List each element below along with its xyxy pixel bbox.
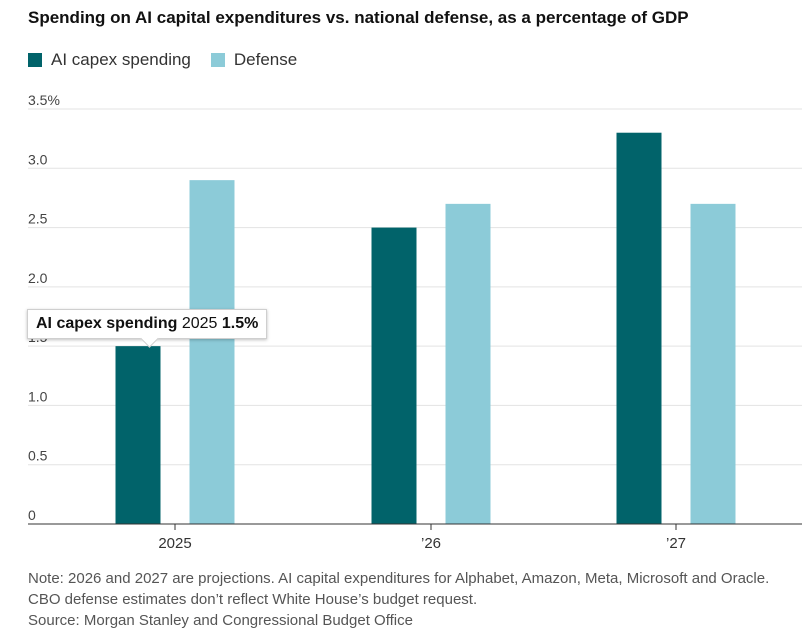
bar-chart: 00.51.01.52.02.53.03.5%2025’26’27 — [28, 92, 802, 552]
y-tick-label: 3.5% — [28, 92, 60, 108]
y-tick-label: 3.0 — [28, 151, 48, 167]
bar-ai-capex-0 — [115, 346, 161, 524]
bar-defense-0 — [189, 180, 235, 524]
legend-item-ai-capex[interactable]: AI capex spending — [28, 50, 191, 70]
tooltip-series: AI capex spending — [36, 315, 178, 332]
x-tick-label: ’27 — [666, 535, 686, 552]
x-tick-label: 2025 — [158, 535, 191, 552]
y-tick-label: 0 — [28, 507, 36, 523]
tooltip-value: 1.5% — [221, 315, 259, 332]
bar-ai-capex-2 — [616, 132, 662, 524]
legend-label-ai-capex: AI capex spending — [51, 50, 191, 69]
y-tick-label: 0.5 — [28, 448, 48, 464]
chart-tooltip: AI capex spending 2025 1.5% — [27, 309, 268, 348]
y-tick-label: 2.0 — [28, 270, 48, 286]
chart-legend: AI capex spending Defense — [28, 50, 317, 70]
source-text: Source: Morgan Stanley and Congressional… — [28, 612, 413, 629]
bar-defense-2 — [690, 203, 736, 524]
legend-item-defense[interactable]: Defense — [210, 50, 298, 70]
chart-title: Spending on AI capital expenditures vs. … — [28, 8, 689, 27]
legend-swatch-ai-capex — [28, 53, 42, 67]
x-tick-label: ’26 — [421, 535, 441, 552]
bar-ai-capex-1 — [371, 227, 417, 525]
tooltip-category: 2025 — [181, 315, 218, 332]
y-tick-label: 2.5 — [28, 211, 48, 227]
bar-defense-1 — [445, 203, 491, 524]
y-tick-label: 1.0 — [28, 388, 48, 404]
note-text: Note: 2026 and 2027 are projections. AI … — [28, 570, 770, 608]
legend-label-defense: Defense — [233, 50, 298, 69]
chart-footnote: Note: 2026 and 2027 are projections. AI … — [28, 568, 788, 631]
legend-swatch-defense — [210, 53, 225, 67]
